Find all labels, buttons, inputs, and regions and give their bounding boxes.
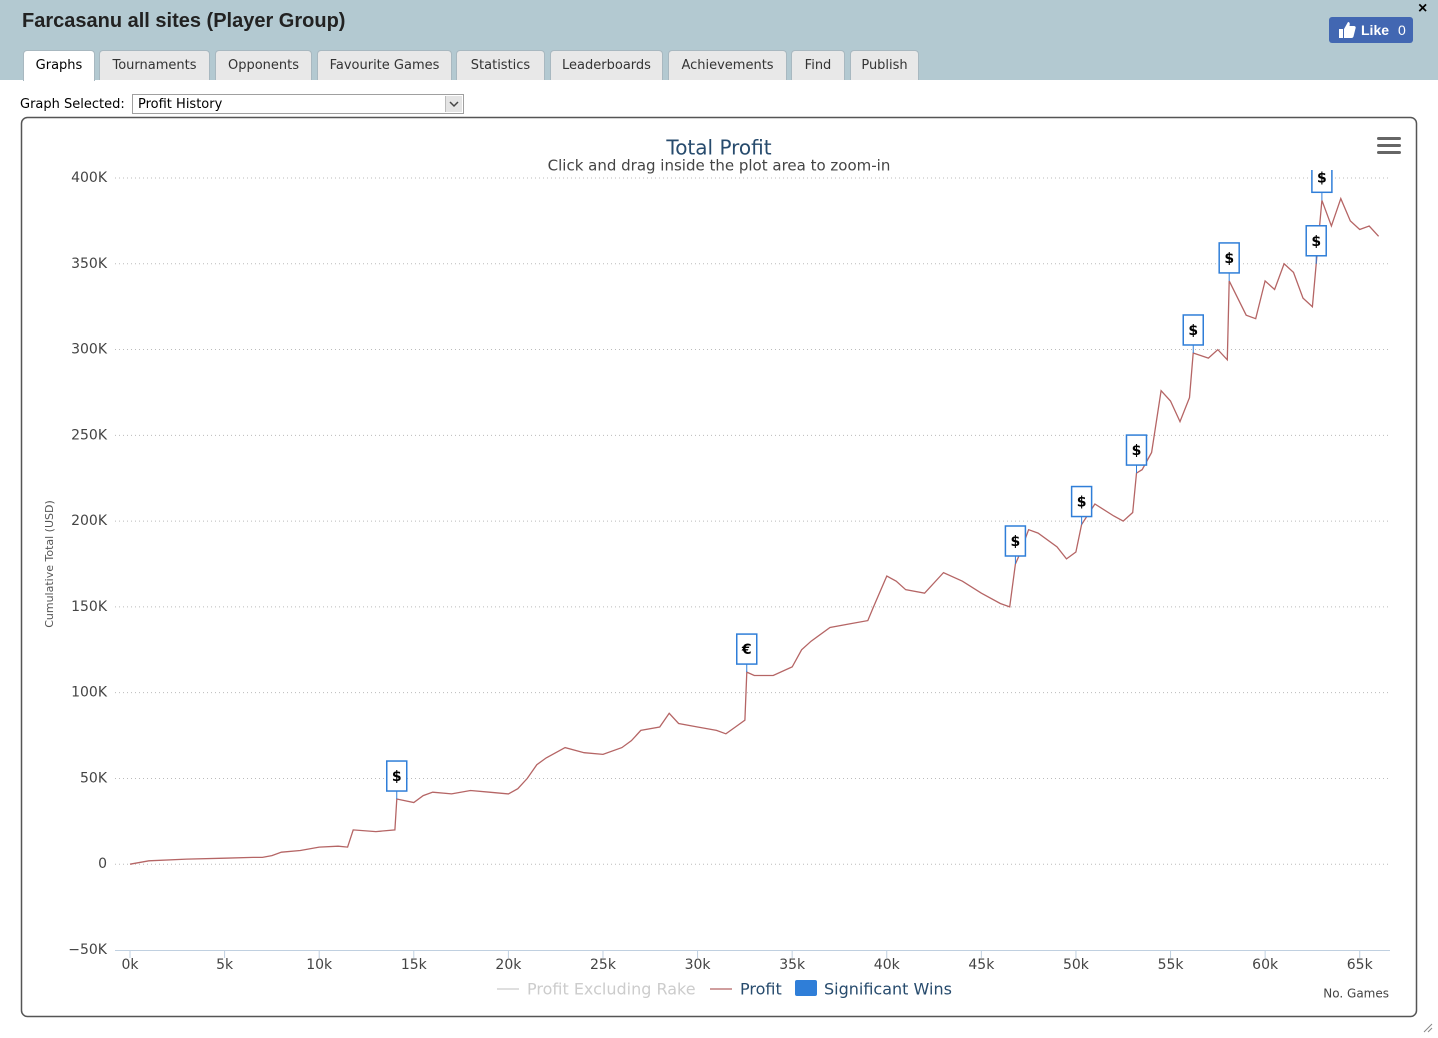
dropdown-arrow (445, 96, 462, 112)
tab[interactable]: Statistics (456, 50, 545, 80)
tab[interactable]: Graphs (23, 50, 95, 81)
x-tick-label: 0k (121, 957, 139, 973)
significant-win-flag: $ (1311, 170, 1333, 201)
x-tick-label: 40k (874, 957, 901, 973)
significant-win-flag: $ (1004, 525, 1027, 564)
chart-title: Total Profit (665, 136, 771, 160)
like-button[interactable]: Like 0 (1329, 17, 1413, 43)
tab[interactable]: Favourite Games (317, 50, 452, 80)
tab[interactable]: Opponents (215, 50, 312, 80)
y-tick-label: 350K (71, 256, 108, 272)
x-tick-label: 45k (968, 957, 995, 973)
menu-bar (1377, 151, 1401, 154)
chart-subtitle: Click and drag inside the plot area to z… (548, 157, 891, 175)
y-tick-label: 150K (71, 599, 108, 615)
significant-win-flag: $ (386, 760, 408, 800)
significant-win-flag: $ (1182, 314, 1204, 353)
close-button[interactable]: × (1418, 0, 1428, 17)
x-tick-label: 65k (1347, 957, 1374, 973)
y-tick-label: 400K (71, 170, 108, 186)
flag-label: $ (1311, 234, 1321, 250)
flag-box (1218, 242, 1240, 274)
x-tick-label: 10k (306, 957, 333, 973)
flag-label: $ (1224, 251, 1234, 267)
graph-selector-label: Graph Selected: (20, 97, 125, 112)
legend-item: Profit (740, 980, 782, 999)
flag-label: $ (1011, 534, 1021, 550)
flag-label: $ (1188, 323, 1198, 339)
plot-area: $ € $ $ $ $ $ $ $ (129, 170, 1380, 865)
flag-box (1004, 525, 1027, 557)
like-icon (1339, 22, 1356, 38)
x-tick-label: 30k (685, 957, 712, 973)
y-tick-label: 50K (80, 770, 108, 786)
legend-item: Profit Excluding Rake (527, 980, 696, 999)
chart-panel (20, 116, 1418, 1018)
x-tick-label: 55k (1158, 957, 1185, 973)
menu-bar (1377, 137, 1401, 140)
y-tick-label: 200K (71, 513, 108, 529)
menu-button[interactable] (1377, 137, 1401, 154)
y-axis-title: Cumulative Total (USD) (43, 500, 56, 628)
like-label: Like (1361, 22, 1390, 38)
significant-win-flag: $ (1070, 485, 1093, 525)
graph-selector[interactable]: Profit History (132, 94, 464, 114)
flag-label: $ (392, 769, 402, 785)
menu-bar (1377, 144, 1401, 147)
significant-win-flag: $ (1305, 225, 1327, 264)
x-tick-label: 35k (779, 957, 806, 973)
significant-win-flag: $ (1125, 434, 1148, 474)
tab[interactable]: Publish (850, 50, 919, 80)
legend: Profit Excluding Rake Profit Significant W… (497, 980, 952, 999)
legend-symbol (795, 980, 817, 996)
flag-label: € (741, 642, 752, 658)
x-tick-label: 20k (495, 957, 522, 973)
flag-box (1070, 485, 1093, 518)
x-tick-label: 60k (1252, 957, 1279, 973)
x-tick-label: 15k (401, 957, 428, 973)
tab[interactable]: Tournaments (99, 50, 210, 80)
profit-line (129, 196, 1380, 865)
y-tick-label: 250K (71, 427, 108, 443)
x-axis-title: No. Games (1323, 987, 1389, 1001)
flag-box (1311, 170, 1333, 194)
x-tick-label: 50k (1063, 957, 1090, 973)
flag-box (1305, 225, 1327, 257)
flag-label: $ (1077, 495, 1087, 511)
significant-win-flag: $ (1218, 242, 1240, 281)
y-tick-label: 100K (71, 685, 108, 701)
tab[interactable]: Leaderboards (550, 50, 663, 80)
tab[interactable]: Achievements (668, 50, 787, 80)
tab[interactable]: Find (791, 50, 845, 80)
graph-selector-value: Profit History (138, 97, 223, 112)
flag-box (386, 760, 408, 792)
legend-item: Significant Wins (824, 980, 952, 999)
flag-label: $ (1132, 443, 1142, 459)
y-tick-label: −50K (68, 942, 108, 958)
flag-box (1182, 314, 1204, 346)
y-tick-label: 0 (98, 856, 107, 872)
x-tick-label: 25k (590, 957, 617, 973)
y-tick-label: 300K (71, 342, 108, 358)
flag-box (1125, 434, 1148, 466)
page-title: Farcasanu all sites (Player Group) (22, 10, 346, 32)
flag-label: $ (1317, 170, 1327, 186)
flag-box (736, 633, 758, 665)
resize-grip[interactable] (1423, 1023, 1433, 1033)
x-tick-label: 5k (216, 957, 234, 973)
significant-win-flag: € (736, 633, 758, 673)
like-count: 0 (1398, 22, 1406, 38)
